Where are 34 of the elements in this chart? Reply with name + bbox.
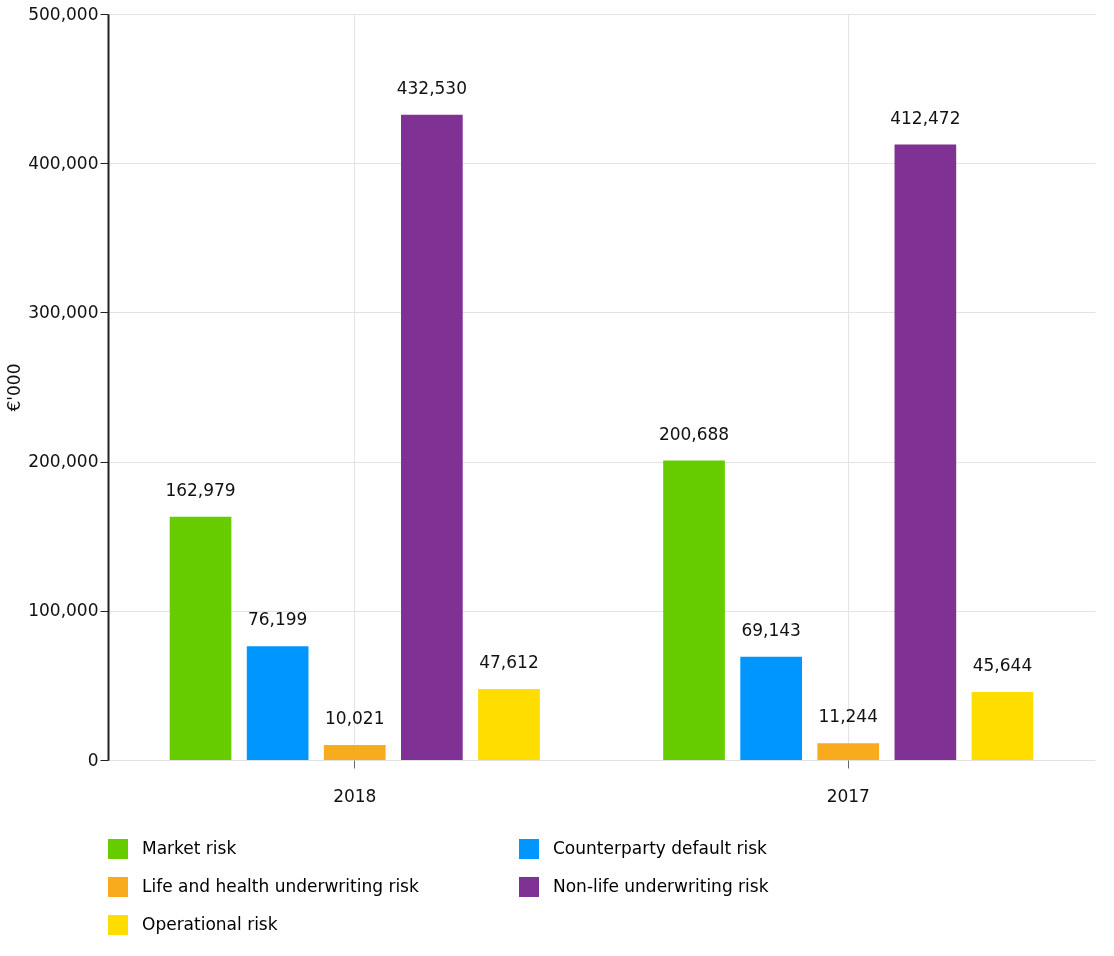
y-tick-label: 400,000 [28, 152, 99, 173]
bar [817, 743, 880, 760]
data-label: 412,472 [890, 107, 961, 128]
bar [663, 460, 725, 760]
y-axis-title: €'000 [4, 363, 25, 412]
legend-label: Life and health underwriting risk [142, 876, 419, 896]
data-label: 162,979 [165, 479, 236, 500]
bar [246, 646, 309, 760]
data-label: 69,143 [741, 619, 801, 640]
legend-label: Market risk [142, 838, 237, 858]
legend-label: Non-life underwriting risk [553, 876, 769, 896]
y-tick-label: 500,000 [28, 3, 99, 24]
y-tick-label: 0 [87, 749, 99, 770]
bar [740, 656, 802, 760]
data-label: 45,644 [972, 654, 1033, 675]
y-tick-label: 300,000 [28, 301, 99, 322]
bar [478, 688, 540, 760]
data-label: 200,688 [658, 423, 730, 444]
x-tick-label: 2018 [333, 785, 377, 806]
bar [971, 691, 1034, 760]
bar [894, 144, 957, 760]
data-label: 10,021 [325, 708, 385, 729]
y-tick-label: 200,000 [28, 451, 99, 472]
data-label: 11,244 [818, 706, 878, 727]
data-label: 47,612 [479, 651, 539, 672]
bar [323, 745, 386, 760]
bar [169, 516, 232, 760]
y-tick-label: 100,000 [28, 600, 99, 621]
legend-label: Counterparty default risk [553, 838, 768, 858]
x-tick-label: 2017 [826, 785, 870, 806]
bar [401, 114, 463, 760]
legend-label: Operational risk [142, 914, 278, 934]
data-label: 432,530 [396, 77, 468, 98]
data-label: 76,199 [247, 609, 308, 630]
